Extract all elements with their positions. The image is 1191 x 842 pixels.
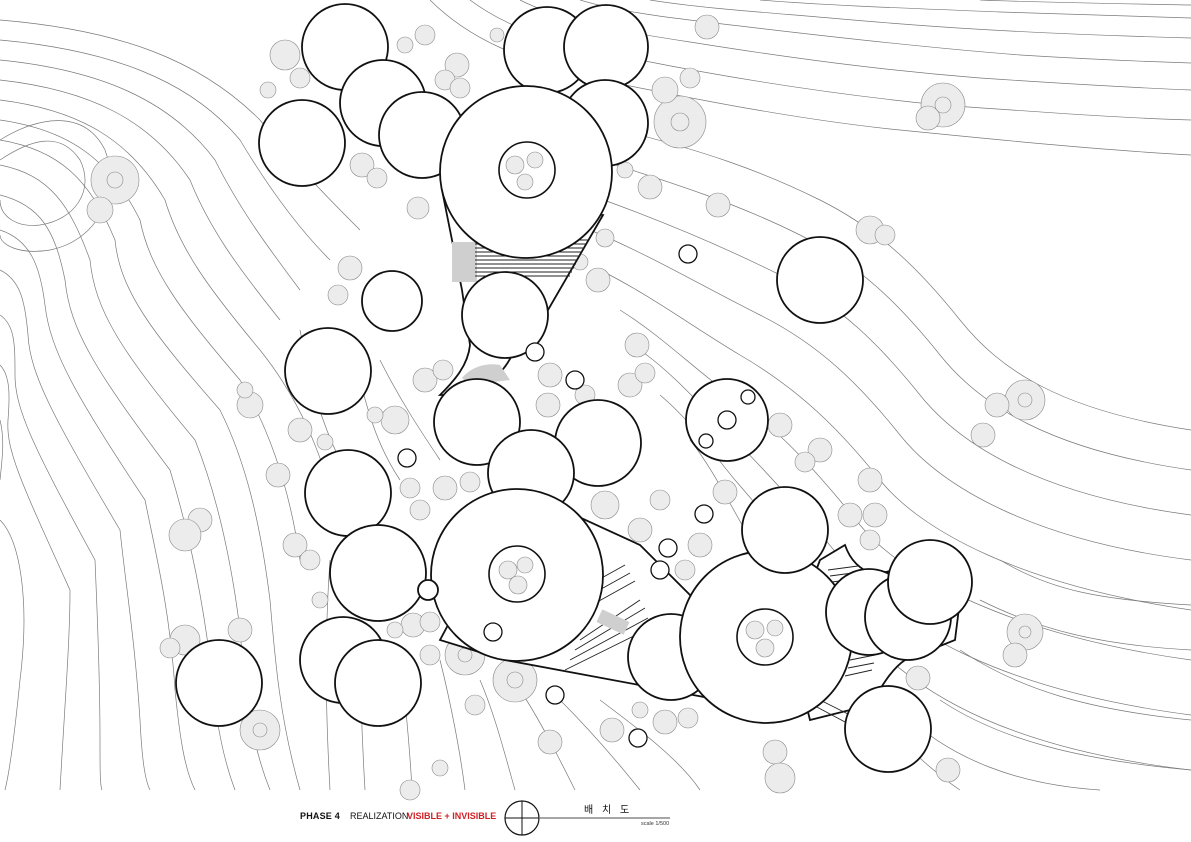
stage-label: REALIZATION [350,811,408,821]
scale-label: scale 1/500 [641,821,669,827]
drawing-title: 배 치 도 [584,801,632,816]
phase-label: PHASE 4 [300,811,340,821]
concept-label: VISIBLE + INVISIBLE [407,811,496,821]
